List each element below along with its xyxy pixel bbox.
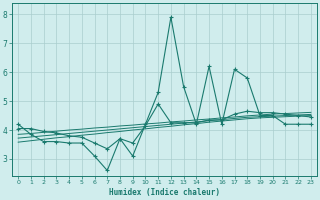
X-axis label: Humidex (Indice chaleur): Humidex (Indice chaleur) xyxy=(109,188,220,197)
